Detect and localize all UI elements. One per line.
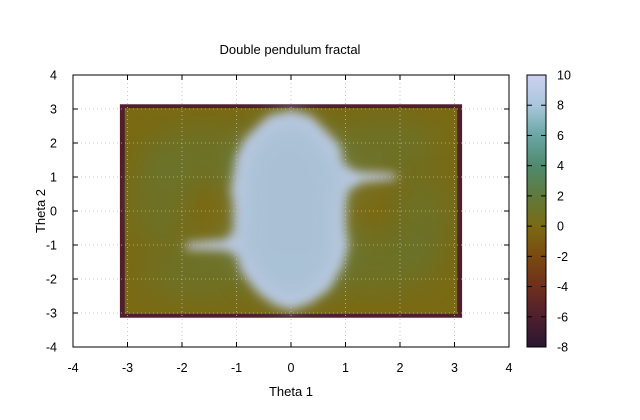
heatmap-patch: [394, 173, 450, 262]
colorbar-tick-label: 0: [557, 220, 564, 234]
x-axis-label: Theta 1: [269, 384, 313, 399]
colorbar-gradient: [526, 74, 547, 348]
colorbar: -8 -6 -4 -2 0 2 4 6 8 10: [526, 69, 571, 355]
x-tick-label: -4: [67, 361, 78, 375]
colorbar-tick-label: -8: [557, 341, 568, 355]
colorbar-tick-label: -2: [557, 250, 568, 264]
y-tick-label: -1: [46, 239, 57, 253]
heatmap-patch: [132, 153, 188, 249]
heatmap-patch: [329, 119, 439, 174]
x-tick-label: -2: [176, 361, 187, 375]
y-tick-label: -4: [46, 341, 57, 355]
x-tick-label: 0: [288, 361, 295, 375]
y-axis-label: Theta 2: [33, 189, 48, 233]
colorbar-tick-label: 4: [557, 159, 564, 173]
x-axis-ticks: -4 -3 -2 -1 0 1 2 3 4: [67, 75, 513, 375]
colorbar-tick-label: 6: [557, 129, 564, 143]
x-tick-label: 3: [451, 361, 458, 375]
heatmap-patch: [143, 245, 253, 300]
colorbar-tick-label: 2: [557, 189, 564, 203]
grid-lines: [73, 75, 509, 347]
y-tick-label: 2: [50, 137, 57, 151]
y-tick-label: -2: [46, 273, 57, 287]
chart-title: Double pendulum fractal: [220, 42, 361, 57]
y-tick-label: 3: [50, 103, 57, 117]
x-tick-label: 4: [506, 361, 513, 375]
y-tick-label: 1: [50, 171, 57, 185]
y-tick-label: 0: [50, 205, 57, 219]
x-tick-label: -1: [231, 361, 242, 375]
colorbar-tick-label: -6: [557, 310, 568, 324]
colorbar-tick-label: -4: [557, 280, 568, 294]
x-tick-label: 2: [397, 361, 404, 375]
x-tick-label: -3: [122, 361, 133, 375]
colorbar-tick-label: 8: [557, 99, 564, 113]
y-axis-ticks: -4 -3 -2 -1 0 1 2 3 4: [46, 69, 509, 355]
x-tick-label: 1: [342, 361, 349, 375]
colorbar-tick-label: 10: [557, 69, 571, 83]
y-tick-label: -3: [46, 307, 57, 321]
heatmap-plateau-halo: [184, 110, 398, 310]
y-tick-label: 4: [50, 69, 57, 83]
